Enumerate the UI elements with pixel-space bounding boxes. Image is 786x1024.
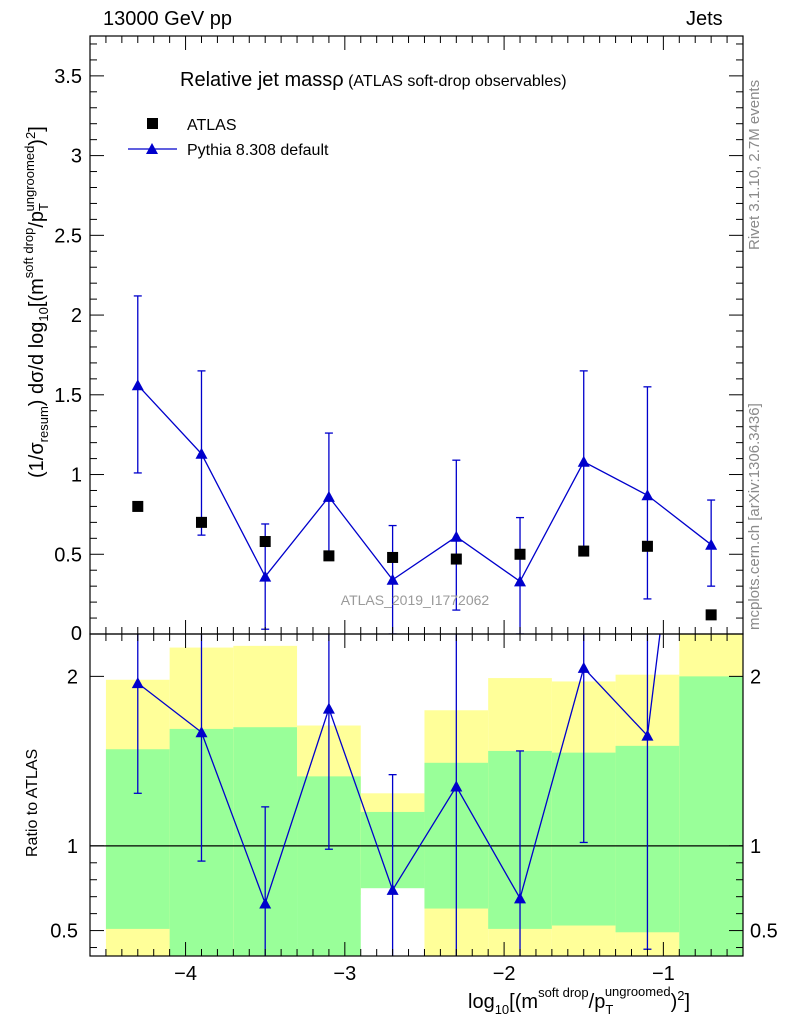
main-ytick-label: 2: [71, 305, 82, 327]
ratio-xtick-label: −3: [333, 963, 356, 985]
ratio-ytick-label-left: 2: [67, 666, 78, 688]
ratio-xtick-label: −1: [652, 963, 675, 985]
mc-marker: [705, 538, 718, 550]
main-ylabel: (1/σresum) dσ/d log10[(msoft drop/pTungr…: [21, 126, 51, 478]
data-marker: [323, 550, 335, 562]
main-ytick-label: 0.5: [54, 544, 82, 566]
mc-marker: [131, 379, 144, 391]
ratio-ylabel: Ratio to ATLAS: [24, 749, 41, 857]
data-marker: [641, 540, 653, 552]
ratio-marker: [195, 726, 208, 738]
ratio-marker: [577, 661, 590, 673]
ratio-xtick-label: −2: [493, 963, 516, 985]
main-ytick-label: 3: [71, 146, 82, 168]
legend-data-label: ATLAS: [187, 117, 237, 134]
mc-marker: [322, 490, 335, 502]
ratio-ytick-label-right: 0.5: [750, 921, 778, 943]
ratio-ytick-label-left: 0.5: [50, 921, 78, 943]
ratio-xlabel: log10[(msoft drop/pTungroomed)2]: [468, 984, 690, 1017]
main-ytick-label: 1.5: [54, 385, 82, 407]
main-ytick-label: 3.5: [54, 66, 82, 88]
data-marker: [705, 609, 717, 621]
ratio-line: [137, 634, 661, 906]
ratio-ytick-label-left: 1: [67, 836, 78, 858]
data-marker: [450, 553, 462, 565]
ratio-marker: [386, 883, 399, 895]
data-marker: [387, 551, 399, 563]
mc-marker: [259, 570, 272, 582]
header-left: 13000 GeV pp: [103, 8, 232, 30]
mc-line: [137, 384, 712, 583]
mc-marker: [195, 447, 208, 459]
mc-marker: [577, 455, 590, 467]
legend-data-marker: [147, 118, 158, 129]
mc-marker: [514, 575, 527, 587]
ratio-marker: [705, 213, 717, 224]
ratio-marker: [322, 702, 335, 714]
main-ytick-label: 2.5: [54, 225, 82, 247]
ratio-ytick-label-right: 2: [750, 666, 761, 688]
ratio-marker: [131, 677, 144, 689]
data-marker: [514, 548, 526, 560]
ratio-marker: [450, 780, 463, 792]
analysis-watermark: ATLAS_2019_I1772062: [341, 592, 490, 608]
mc-marker: [641, 489, 654, 501]
mc-marker: [450, 530, 463, 542]
data-marker: [578, 545, 590, 557]
ratio-marker: [514, 892, 527, 904]
data-marker: [195, 516, 207, 528]
chart-title: Relative jet massρ (ATLAS soft-drop obse…: [180, 69, 567, 91]
ratio-marker: [641, 729, 654, 741]
legend-mc-marker: [146, 143, 158, 154]
mc-marker: [386, 573, 399, 585]
header-right: Jets: [686, 8, 723, 30]
ratio-xtick-label: −4: [174, 963, 197, 985]
ratio-ytick-label-right: 1: [750, 836, 761, 858]
ratio-marker: [259, 897, 272, 909]
legend-mc-label: Pythia 8.308 default: [187, 142, 329, 159]
band-inner: [679, 676, 743, 956]
main-ytick-label: 1: [71, 465, 82, 487]
ratio-frame: [89, 633, 744, 957]
main-ytick-label-zero: 0: [71, 623, 82, 645]
data-marker: [259, 536, 271, 548]
data-marker: [132, 500, 144, 512]
